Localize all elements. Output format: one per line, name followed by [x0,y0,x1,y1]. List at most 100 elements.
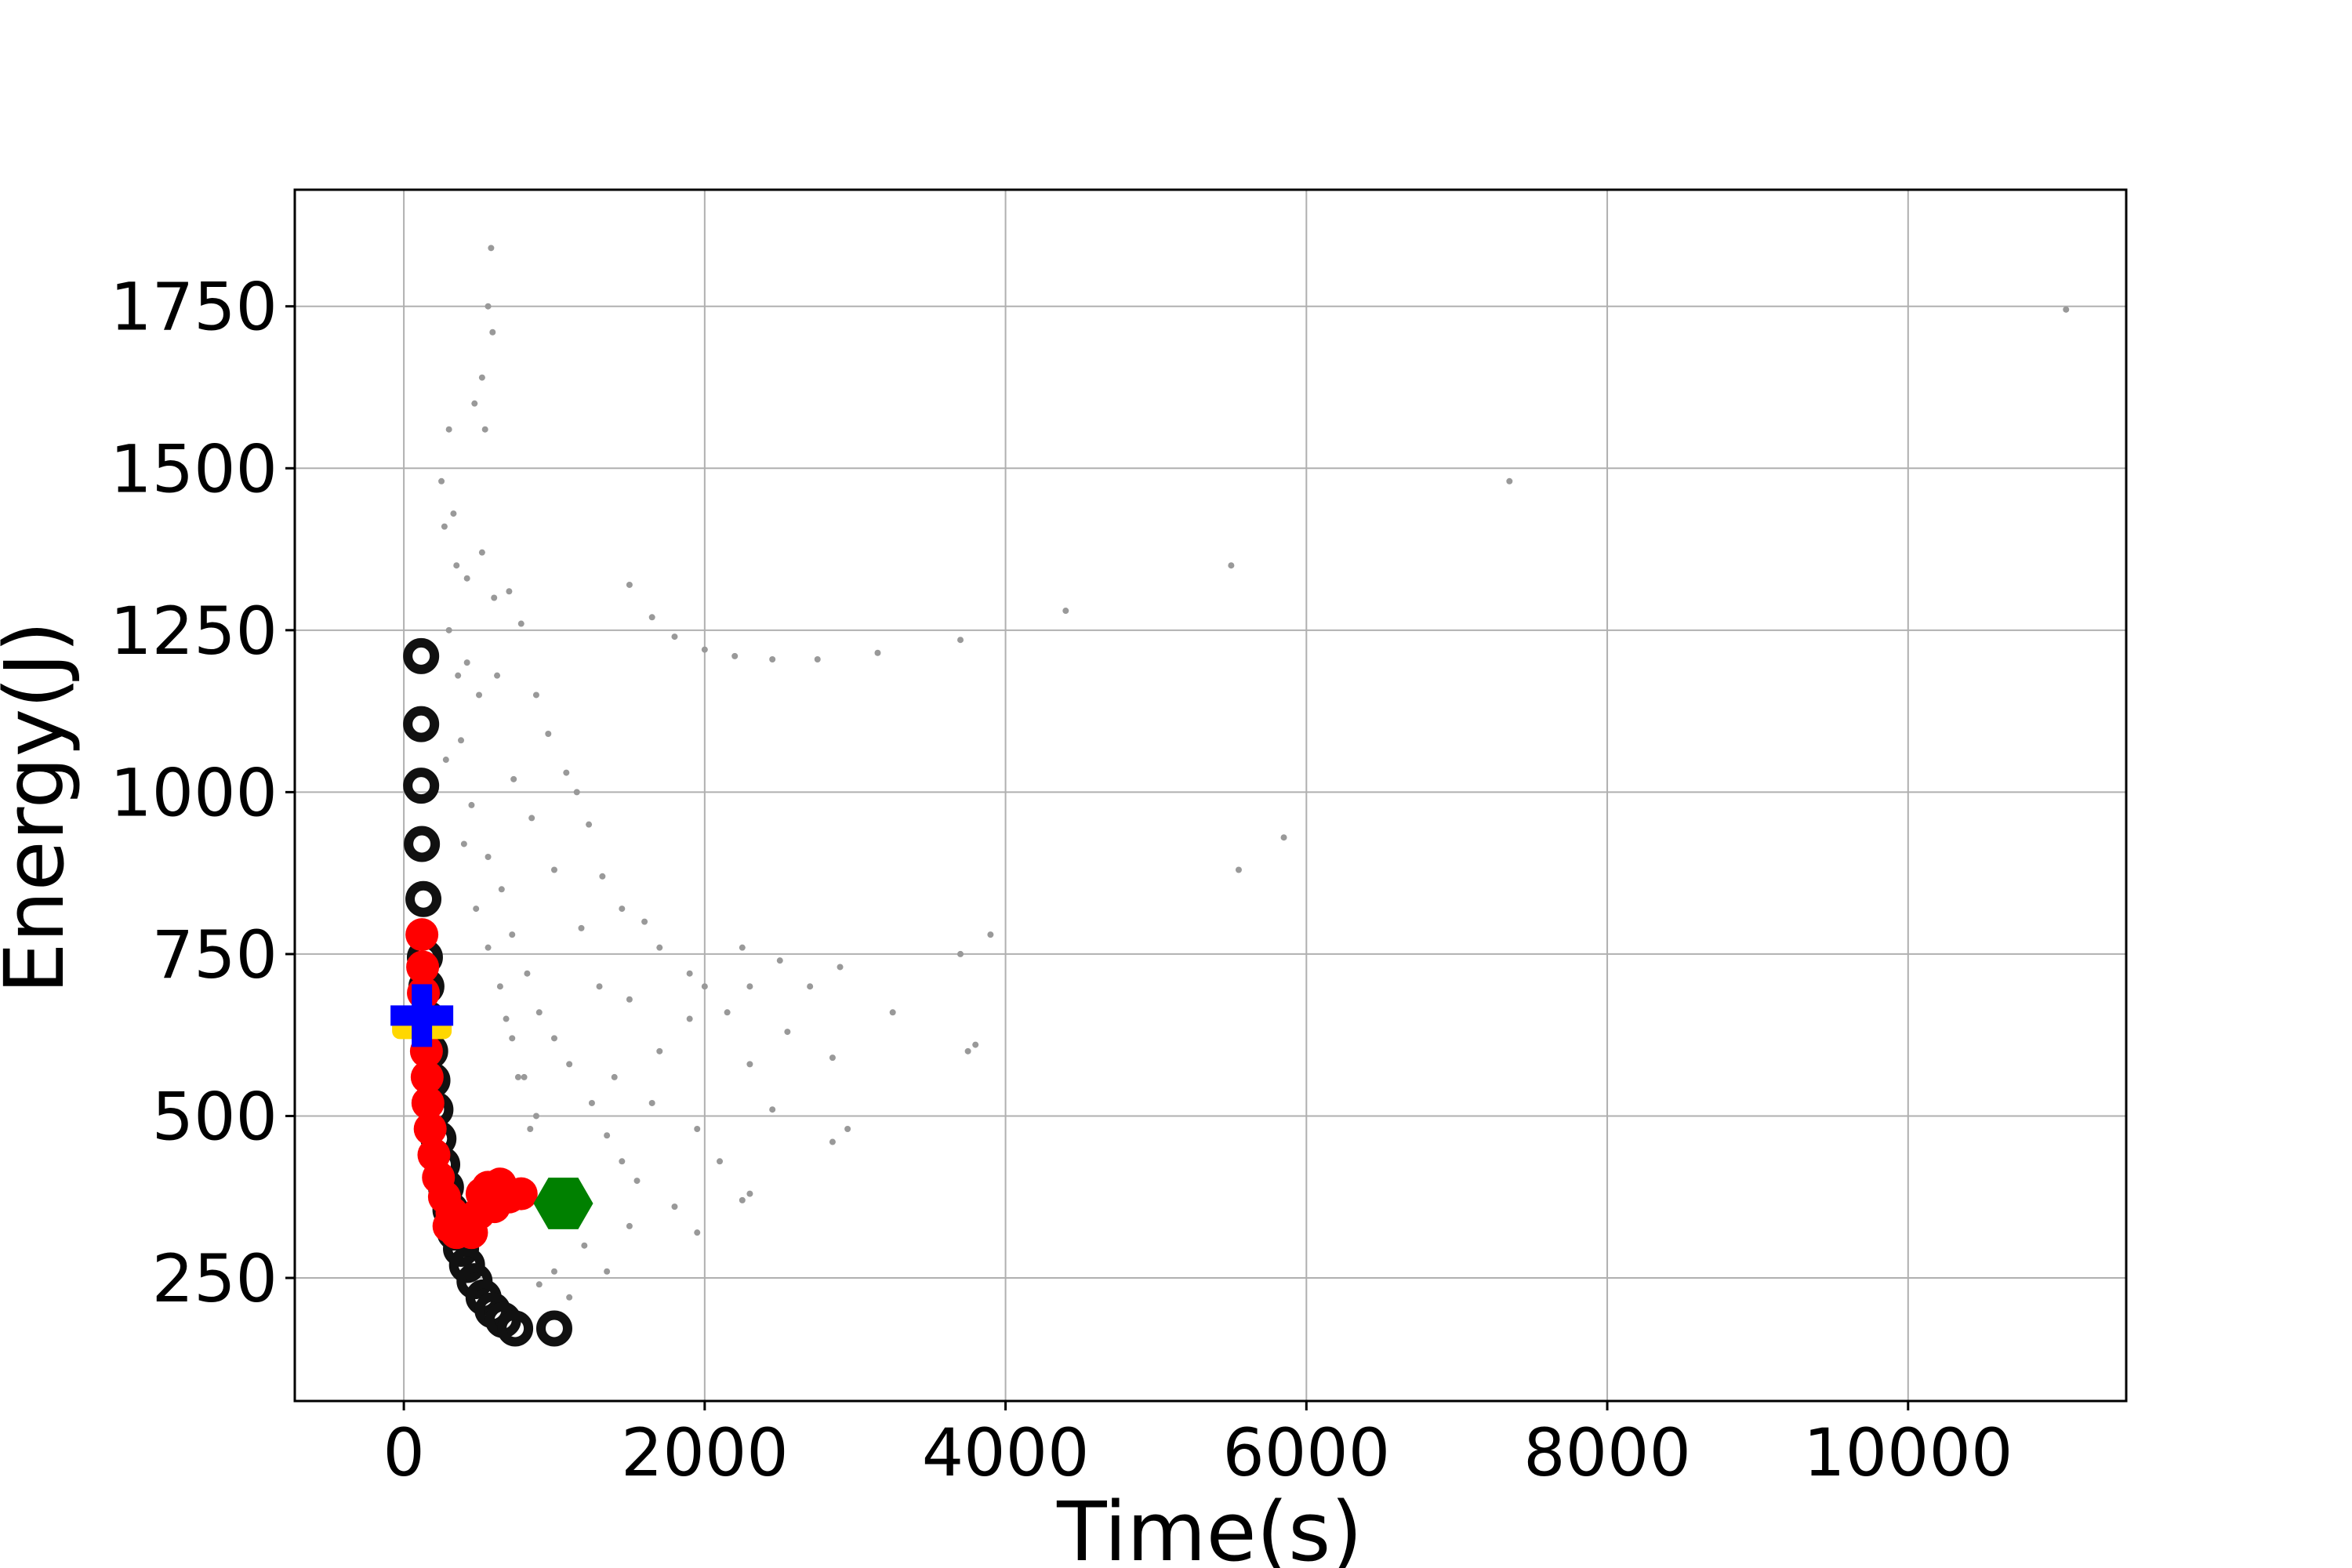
scatter-point [694,1125,701,1132]
pareto-point [403,768,440,804]
scatter-point [731,652,739,659]
scatter-point [485,944,492,951]
scatter-point [784,1029,791,1036]
scatter-point [535,1009,543,1016]
scatter-point [746,1061,753,1068]
start-point [390,984,454,1047]
y-tick-label: 750 [152,916,278,993]
y-tick-label: 250 [152,1240,278,1317]
scatter-point [776,957,783,964]
scatter-point [746,983,753,990]
scatter-point [550,1268,557,1275]
scatter-point [458,737,465,744]
scatter-point [524,970,531,977]
scatter-point [473,906,480,913]
scatter-point [517,620,524,627]
path-point [432,1209,466,1243]
scatter-point [648,614,655,621]
scatter-point [599,873,606,880]
scatter-point [837,964,844,971]
scatter-point [509,1035,516,1042]
pareto-point [497,1310,534,1347]
scatter-point [987,931,994,938]
scatter-point [626,1222,633,1229]
scatter-point [532,1112,539,1120]
scatter-point [485,303,492,310]
pareto-point [403,637,440,674]
scatter-point [769,655,776,662]
y-axis-label: Energy(J) [0,621,82,994]
scatter-point [581,1242,588,1249]
plot-frame [293,188,2128,1403]
scatter-point [844,1125,851,1132]
scatter-point [573,789,580,796]
scatter-point [701,646,708,653]
scatter-point [476,691,483,699]
scatter-point [438,477,445,485]
scatter-point [460,840,467,848]
scatter-point [450,510,457,517]
scatter-point [633,1178,641,1185]
ticks-layer: 0 2000 4000 6000 8000 10000 250 500 750 1000 1250 1… [110,269,2013,1491]
path-point [410,1060,444,1094]
scatter-point [957,637,964,644]
scatter-point [441,523,448,530]
scatter-point [829,1054,836,1062]
scatter-point [626,581,633,588]
scatter-point [889,1009,896,1016]
scatter-point [724,1009,731,1016]
pareto-point [404,826,441,862]
scatter-point [527,1125,534,1132]
scatter-point [566,1294,573,1301]
scatter-point [463,659,470,666]
scatter-point [1228,562,1235,569]
scatter-point [588,1099,595,1106]
scatter-point [648,1099,655,1106]
scatter-point [814,655,821,662]
scatter-point [596,983,603,990]
scatter-point [481,426,488,433]
scatter-point [619,1158,626,1165]
x-tick-label: 10000 [1803,1414,2013,1491]
scatter-point [656,944,663,951]
path-point [406,950,440,984]
scatter-point [445,626,452,633]
scatter-point [626,996,633,1003]
scatter-point [455,672,462,679]
scatter-point [746,1190,753,1197]
scatter-point [532,691,539,699]
scatter-point [604,1268,611,1275]
scatter-point [1062,608,1069,615]
scatter-point [957,950,964,957]
scatter-point [1235,866,1242,873]
scatter-point [1506,477,1513,485]
scatter-point [521,1073,528,1080]
scatter-point [550,866,557,873]
pareto-point [535,1310,572,1347]
scatter-point [694,1229,701,1236]
scatter-point [545,731,552,738]
scatter-point [510,775,517,782]
y-tick-label: 500 [152,1078,278,1155]
y-tick-label: 1500 [110,430,278,507]
scatter-point [972,1041,979,1048]
scatter-point [739,1196,746,1203]
y-tick-label: 1750 [110,269,278,346]
scatter-point [686,970,693,977]
path-point [405,918,439,952]
scatter-point [701,983,708,990]
scatter-point [604,1132,611,1139]
scatter-point [671,1203,678,1210]
scatter-point [671,633,678,641]
path-point [413,1112,447,1145]
x-tick-label: 6000 [1222,1414,1390,1491]
path-point [504,1177,538,1210]
pareto-point [405,880,442,917]
scatter-point [566,1061,573,1068]
x-tick-label: 0 [383,1414,424,1491]
scatter-point [829,1138,836,1145]
x-tick-label: 4000 [922,1414,1090,1491]
scatter-point [535,1281,543,1288]
path-point [411,1086,445,1120]
